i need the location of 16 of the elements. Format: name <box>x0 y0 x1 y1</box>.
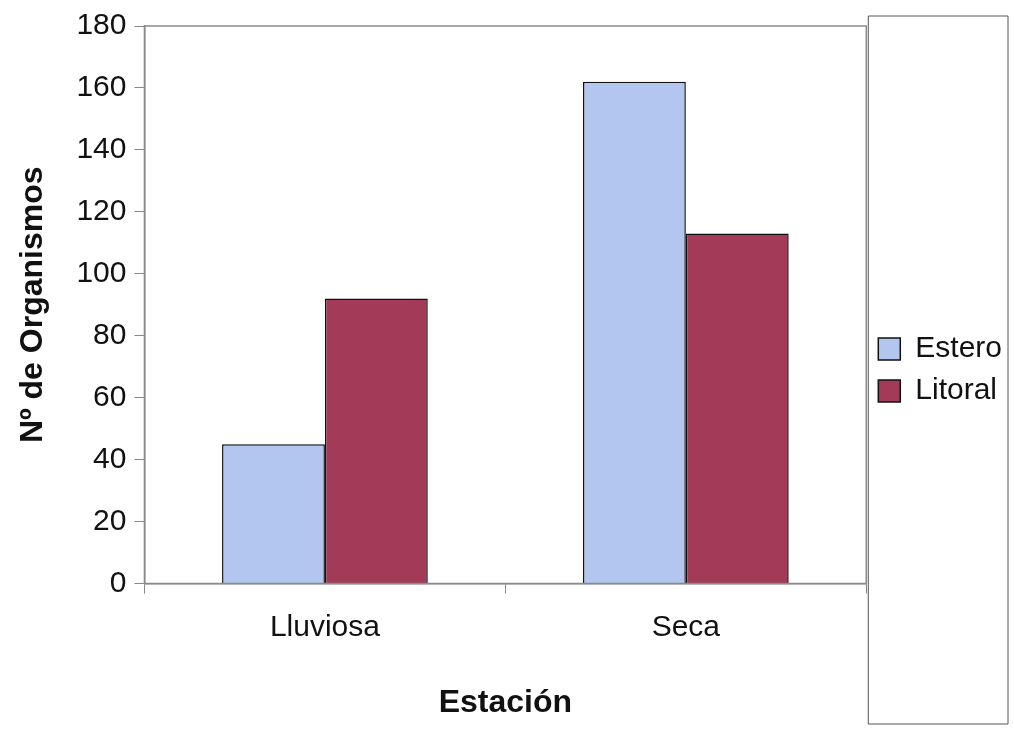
x-tick-label: Lluviosa <box>269 608 381 642</box>
y-tick-label: 100 <box>76 255 127 289</box>
y-tick-label: 80 <box>93 317 127 351</box>
y-tick-label: 140 <box>76 131 127 165</box>
y-tick-label: 120 <box>76 193 127 227</box>
x-tick-label: Seca <box>651 608 721 642</box>
y-tick-label: 0 <box>109 564 127 598</box>
legend-label: Litoral <box>915 372 998 406</box>
x-axis-title: Estación <box>438 682 573 719</box>
y-tick-label: 160 <box>76 69 127 103</box>
y-axis-title: Nº de Organismos <box>13 166 50 444</box>
y-tick-label: 60 <box>93 379 127 412</box>
y-tick-label: 180 <box>76 7 127 41</box>
y-tick-label: 40 <box>93 440 127 474</box>
legend-label: Estero <box>915 330 1003 364</box>
y-tick-label: 20 <box>93 502 127 536</box>
